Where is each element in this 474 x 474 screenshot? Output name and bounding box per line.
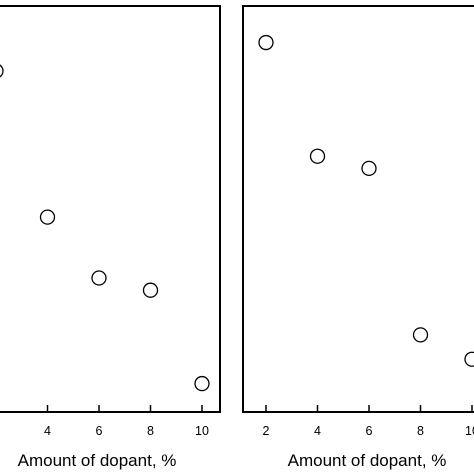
plot-frame [242,5,474,413]
data-point [412,327,429,343]
x-tick-label: 6 [96,424,103,438]
data-point [91,270,107,286]
data-point [142,282,159,298]
data-point [309,148,326,164]
x-tick-label: 6 [366,424,373,438]
x-tick-label: 8 [417,424,424,438]
x-tick-label: 10 [465,424,474,438]
chart-panel-2: 2 4 6 8 10 Amount of dopant, % [242,5,474,470]
x-tick-label: 2 [263,424,270,438]
data-point [0,64,4,78]
x-tick-label: 4 [44,424,51,438]
plot-frame [0,5,221,413]
data-point [194,375,210,392]
x-tick-label: 10 [195,424,209,438]
x-axis-label: Amount of dopant, % [288,451,447,470]
x-tick-label: 4 [314,424,321,438]
data-point [361,160,377,177]
data-point [258,34,274,51]
x-tick-label: 8 [147,424,154,438]
data-point [39,209,56,225]
data-point [464,351,474,367]
x-axis-label: Amount of dopant, % [18,451,177,470]
chart-panel-1: 246810Amount of dopant, % [0,5,221,470]
